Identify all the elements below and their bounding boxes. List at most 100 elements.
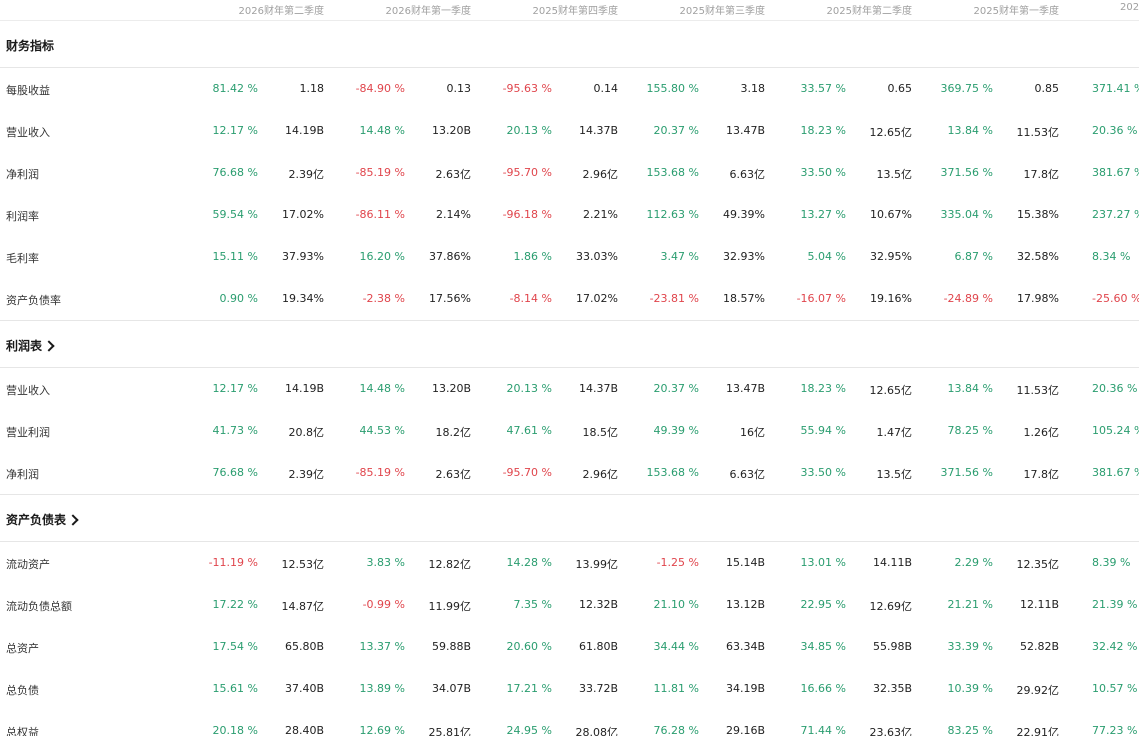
section-header-2[interactable]: 利润表 xyxy=(0,320,1139,368)
change-percent-cell: 32.42 % xyxy=(1092,640,1138,653)
value-cell: 32.58% xyxy=(1017,250,1059,263)
change-percent-cell: -84.90 % xyxy=(355,82,405,95)
change-percent-cell: 24.95 % xyxy=(506,724,552,736)
change-percent-cell: 1.86 % xyxy=(513,250,552,263)
change-percent-cell: 76.68 % xyxy=(212,466,258,479)
section-title[interactable]: 资产负债表 xyxy=(6,511,79,528)
value-cell: 12.65亿 xyxy=(869,384,913,397)
value-cell: 25.81亿 xyxy=(428,726,472,736)
table-row: 每股收益 81.42 % 1.18 -84.90 % 0.13 -95.63 % 0.14 1… xyxy=(0,68,1139,110)
table-row: 总负债 15.61 % 37.40B 13.89 % 34.07B 17.21 % 33.7… xyxy=(0,668,1139,710)
change-percent-cell: 17.54 % xyxy=(212,640,258,653)
value-cell: 33.03% xyxy=(576,250,618,263)
value-cell: 17.98% xyxy=(1017,292,1059,305)
table-row: 净利润 76.68 % 2.39亿 -85.19 % 2.63亿 -95.70 % 2.96… xyxy=(0,452,1139,494)
value-cell: 13.20B xyxy=(431,382,471,395)
section-header-1: 财务指标 xyxy=(0,21,1139,68)
change-percent-cell: 47.61 % xyxy=(506,424,552,437)
row-label: 营业收入 xyxy=(6,384,50,397)
value-cell: 34.19B xyxy=(725,682,765,695)
value-cell: 6.63亿 xyxy=(729,168,766,181)
value-cell: 14.19B xyxy=(284,124,324,137)
change-percent-cell: 8.39 % xyxy=(1092,556,1131,569)
value-cell: 32.95% xyxy=(870,250,912,263)
section-header-3[interactable]: 资产负债表 xyxy=(0,494,1139,542)
section-title-text: 财务指标 xyxy=(6,39,55,53)
change-percent-cell: -96.18 % xyxy=(502,208,552,221)
row-label: 流动负债总额 xyxy=(6,600,72,613)
change-percent-cell: 7.35 % xyxy=(513,598,552,611)
change-percent-cell: 10.57 % xyxy=(1092,682,1138,695)
value-cell: 6.63亿 xyxy=(729,468,766,481)
change-percent-cell: 153.68 % xyxy=(646,166,699,179)
period-header-5: 2025财年第二季度 xyxy=(826,6,912,17)
change-percent-cell: 33.39 % xyxy=(947,640,993,653)
change-percent-cell: 17.22 % xyxy=(212,598,258,611)
value-cell: 59.88B xyxy=(431,640,471,653)
value-cell: 65.80B xyxy=(284,640,324,653)
value-cell: 55.98B xyxy=(872,640,912,653)
change-percent-cell: 41.73 % xyxy=(212,424,258,437)
row-label: 总资产 xyxy=(6,642,39,655)
change-percent-cell: 33.57 % xyxy=(800,82,846,95)
change-percent-cell: 10.39 % xyxy=(947,682,993,695)
value-cell: 37.40B xyxy=(284,682,324,695)
value-cell: 13.12B xyxy=(725,598,765,611)
value-cell: 13.99亿 xyxy=(575,558,619,571)
value-cell: 1.26亿 xyxy=(1023,426,1060,439)
value-cell: 15.14B xyxy=(725,556,765,569)
change-percent-cell: 13.37 % xyxy=(359,640,405,653)
table-row: 流动资产 -11.19 % 12.53亿 3.83 % 12.82亿 14.28 % 13.… xyxy=(0,542,1139,584)
value-cell: 11.53亿 xyxy=(1016,126,1060,139)
change-percent-cell: 13.89 % xyxy=(359,682,405,695)
change-percent-cell: -16.07 % xyxy=(796,292,846,305)
row-label: 毛利率 xyxy=(6,252,39,265)
change-percent-cell: 18.23 % xyxy=(800,382,846,395)
value-cell: 32.35B xyxy=(872,682,912,695)
change-percent-cell: 20.36 % xyxy=(1092,124,1138,137)
change-percent-cell: 13.84 % xyxy=(947,124,993,137)
change-percent-cell: 81.42 % xyxy=(212,82,258,95)
change-percent-cell: 371.41 % xyxy=(1092,82,1139,95)
value-cell: 10.67% xyxy=(870,208,912,221)
change-percent-cell: 21.10 % xyxy=(653,598,699,611)
change-percent-cell: 59.54 % xyxy=(212,208,258,221)
value-cell: 11.99亿 xyxy=(428,600,472,613)
value-cell: 2.39亿 xyxy=(288,468,325,481)
value-cell: 18.5亿 xyxy=(582,426,619,439)
value-cell: 28.40B xyxy=(284,724,324,736)
change-percent-cell: 20.37 % xyxy=(653,382,699,395)
value-cell: 1.47亿 xyxy=(876,426,913,439)
change-percent-cell: 153.68 % xyxy=(646,466,699,479)
change-percent-cell: 13.27 % xyxy=(800,208,846,221)
change-percent-cell: 105.24 % xyxy=(1092,424,1139,437)
change-percent-cell: 15.61 % xyxy=(212,682,258,695)
value-cell: 23.63亿 xyxy=(869,726,913,736)
change-percent-cell: 14.48 % xyxy=(359,124,405,137)
change-percent-cell: -2.38 % xyxy=(362,292,405,305)
change-percent-cell: -95.63 % xyxy=(502,82,552,95)
section-title[interactable]: 利润表 xyxy=(6,337,55,354)
value-cell: 32.93% xyxy=(723,250,765,263)
value-cell: 12.32B xyxy=(578,598,618,611)
change-percent-cell: 14.48 % xyxy=(359,382,405,395)
row-label: 利润率 xyxy=(6,210,39,223)
chevron-right-icon[interactable] xyxy=(43,340,55,352)
value-cell: 12.11B xyxy=(1019,598,1059,611)
value-cell: 2.96亿 xyxy=(582,168,619,181)
value-cell: 17.56% xyxy=(429,292,471,305)
value-cell: 63.34B xyxy=(725,640,765,653)
change-percent-cell: 13.84 % xyxy=(947,382,993,395)
value-cell: 2.63亿 xyxy=(435,168,472,181)
value-cell: 16亿 xyxy=(740,426,765,439)
change-percent-cell: 78.25 % xyxy=(947,424,993,437)
change-percent-cell: 3.83 % xyxy=(366,556,405,569)
value-cell: 15.38% xyxy=(1017,208,1059,221)
value-cell: 11.53亿 xyxy=(1016,384,1060,397)
value-cell: 61.80B xyxy=(578,640,618,653)
value-cell: 0.14 xyxy=(593,82,619,95)
change-percent-cell: 112.63 % xyxy=(646,208,699,221)
chevron-right-icon[interactable] xyxy=(67,514,79,526)
change-percent-cell: -23.81 % xyxy=(649,292,699,305)
